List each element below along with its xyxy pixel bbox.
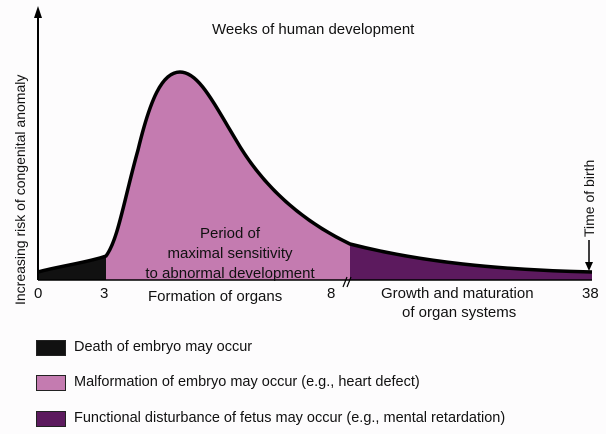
x-tick-38: 38 <box>582 285 599 302</box>
annotation-line-3: to abnormal development <box>145 265 315 282</box>
legend-label-functional: Functional disturbance of fetus may occu… <box>74 410 506 426</box>
death-region <box>38 72 106 280</box>
birth-marker-label: Time of birth <box>581 159 597 237</box>
y-axis-arrow-icon <box>34 6 42 18</box>
legend-swatch-malformation <box>36 375 66 391</box>
annotation-line-2: maximal sensitivity <box>167 245 293 262</box>
phase-formation-label: Formation of organs <box>148 288 283 305</box>
phase-growth-label-1: Growth and maturation <box>381 285 534 302</box>
functional-region <box>350 72 592 280</box>
risk-curve <box>37 70 593 274</box>
y-axis-label: Increasing risk of congenital anomaly <box>12 74 28 305</box>
legend-swatch-death <box>36 340 66 356</box>
annotation-line-1: Period of <box>199 225 261 242</box>
legend-label-malformation: Malformation of embryo may occur (e.g., … <box>74 374 420 390</box>
phase-growth-label-2: of organ systems <box>402 304 517 321</box>
axis-break-icon <box>342 276 352 288</box>
x-tick-0: 0 <box>34 285 43 302</box>
legend-swatch-functional <box>36 411 66 427</box>
birth-arrowhead-icon <box>585 262 593 271</box>
x-tick-8: 8 <box>327 285 336 302</box>
legend-label-death: Death of embryo may occur <box>74 339 253 355</box>
chart-title: Weeks of human development <box>212 21 415 38</box>
sensitivity-annotation: Period of maximal sensitivity to abnorma… <box>130 224 330 284</box>
x-tick-3: 3 <box>100 285 109 302</box>
